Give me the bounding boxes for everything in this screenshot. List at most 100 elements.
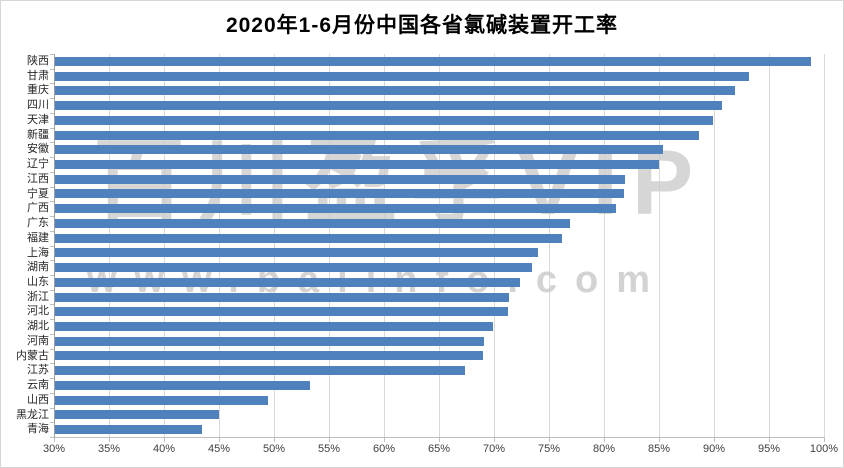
category-label: 天津 — [27, 113, 49, 126]
x-axis-tick — [659, 438, 660, 442]
category-axis-tick — [50, 128, 54, 129]
category-label: 上海 — [27, 246, 49, 259]
x-tick-label: 85% — [647, 443, 671, 455]
x-tick-label: 70% — [482, 443, 506, 455]
category-axis-tick — [50, 422, 54, 423]
category-label: 四川 — [27, 99, 49, 112]
bar-青海 — [55, 425, 202, 435]
x-axis-tick — [274, 438, 275, 442]
bar-甘肃 — [55, 71, 749, 81]
x-axis-tick — [219, 438, 220, 442]
category-axis-tick — [50, 142, 54, 143]
x-axis-tick — [384, 438, 385, 442]
category-label: 广东 — [27, 217, 49, 230]
category-label: 浙江 — [27, 290, 49, 303]
bar-云南 — [55, 380, 310, 390]
gridline — [219, 54, 220, 437]
gridline — [824, 54, 825, 437]
category-axis-tick — [50, 172, 54, 173]
x-axis-tick — [439, 438, 440, 442]
category-axis-tick — [50, 54, 54, 55]
category-axis-tick — [50, 246, 54, 247]
category-axis-tick — [50, 83, 54, 84]
gridline — [439, 54, 440, 437]
category-label: 陕西 — [27, 55, 49, 67]
category-axis-tick — [50, 113, 54, 114]
x-axis-tick — [329, 438, 330, 442]
gridline — [549, 54, 550, 437]
category-label: 甘肃 — [27, 69, 49, 82]
x-axis-tick — [549, 438, 550, 442]
bar-广东 — [55, 218, 570, 228]
bar-福建 — [55, 233, 562, 243]
x-tick-label: 80% — [592, 443, 616, 455]
category-axis-tick — [50, 378, 54, 379]
gridline — [769, 54, 770, 437]
x-axis-tick — [714, 438, 715, 442]
category-axis-tick — [50, 157, 54, 158]
bar-广西 — [55, 204, 616, 214]
plot-area — [54, 54, 825, 438]
x-tick-label: 35% — [97, 443, 121, 455]
bar-江西 — [55, 174, 625, 184]
x-tick-label: 50% — [262, 443, 286, 455]
category-label: 山东 — [27, 275, 49, 288]
category-label: 河北 — [27, 305, 49, 318]
x-axis-tick — [494, 438, 495, 442]
x-axis-tick — [164, 438, 165, 442]
gridline — [384, 54, 385, 437]
x-axis-tick — [54, 438, 55, 442]
category-label: 湖北 — [27, 320, 49, 333]
gridline — [109, 54, 110, 437]
category-axis-tick — [50, 437, 54, 438]
gridline — [604, 54, 605, 437]
category-axis-tick — [50, 260, 54, 261]
category-axis-tick — [50, 201, 54, 202]
category-label: 内蒙古 — [16, 349, 49, 362]
category-label: 江苏 — [27, 364, 49, 377]
bar-天津 — [55, 115, 713, 125]
category-axis-tick — [50, 363, 54, 364]
category-axis-tick — [50, 231, 54, 232]
category-label: 广西 — [27, 202, 49, 215]
gridline — [274, 54, 275, 437]
x-tick-label: 40% — [152, 443, 176, 455]
bar-江苏 — [55, 366, 465, 376]
category-label: 福建 — [27, 231, 49, 244]
x-axis-tick — [604, 438, 605, 442]
x-tick-label: 45% — [207, 443, 231, 455]
x-tick-label: 90% — [702, 443, 726, 455]
category-label: 辽宁 — [27, 158, 49, 171]
gridline — [494, 54, 495, 437]
category-label: 山西 — [27, 393, 49, 406]
category-label: 安徽 — [27, 143, 49, 156]
category-label: 江西 — [27, 172, 49, 185]
x-axis-tick — [769, 438, 770, 442]
category-axis-tick — [50, 393, 54, 394]
bar-河南 — [55, 336, 484, 346]
bar-安徽 — [55, 145, 663, 155]
x-tick-label: 60% — [372, 443, 396, 455]
gridline — [659, 54, 660, 437]
x-tick-label: 55% — [317, 443, 341, 455]
x-axis-tick — [109, 438, 110, 442]
category-axis-tick — [50, 98, 54, 99]
bar-黑龙江 — [55, 410, 219, 420]
category-axis-tick — [50, 275, 54, 276]
category-label: 青海 — [27, 423, 49, 436]
x-tick-label: 30% — [42, 443, 66, 455]
category-axis-tick — [50, 334, 54, 335]
gridline — [714, 54, 715, 437]
gridline — [329, 54, 330, 437]
category-label: 宁夏 — [27, 187, 49, 200]
category-label: 重庆 — [27, 84, 49, 97]
bar-山西 — [55, 395, 268, 405]
category-axis-tick — [50, 319, 54, 320]
chart-title: 2020年1-6月份中国各省氯碱装置开工率 — [225, 14, 619, 37]
bar-湖南 — [55, 263, 532, 273]
bar-内蒙古 — [55, 351, 483, 361]
bar-陕西 — [55, 56, 811, 66]
bar-山东 — [55, 277, 520, 287]
bar-浙江 — [55, 292, 509, 302]
bar-湖北 — [55, 322, 493, 332]
